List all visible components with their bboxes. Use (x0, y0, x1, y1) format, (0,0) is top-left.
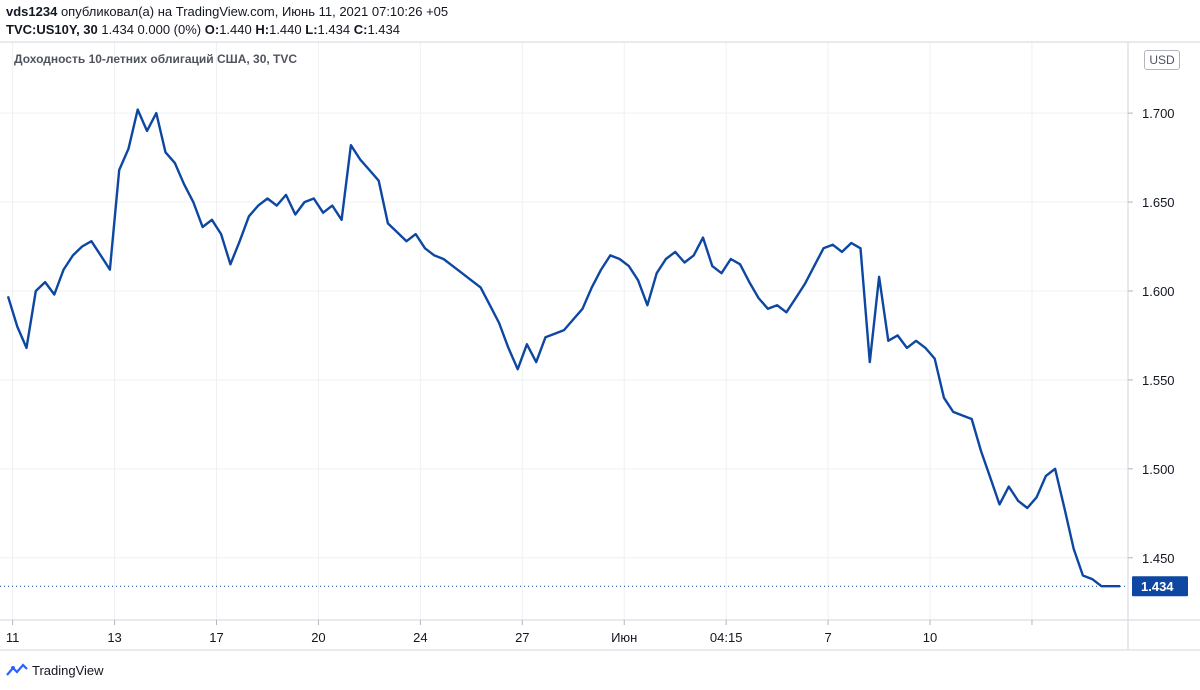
quote-line: TVC:US10Y, 30 1.434 0.000 (0%) O:1.440 H… (6, 22, 400, 37)
x-tick-label: 13 (107, 630, 121, 645)
y-tick-label: 1.450 (1142, 551, 1175, 566)
low-value: 1.434 (317, 22, 351, 37)
close-value: 1.434 (367, 22, 400, 37)
y-tick-label: 1.500 (1142, 462, 1175, 477)
x-tick-label: 7 (824, 630, 831, 645)
open-value: 1.440 (219, 22, 252, 37)
x-tick-label: 20 (311, 630, 325, 645)
x-tick-label: 04:15 (710, 630, 743, 645)
high-value: 1.440 (269, 22, 302, 37)
low-label: L: (305, 22, 318, 37)
tradingview-brand[interactable]: TradingView (6, 662, 104, 678)
yield-series (6, 108, 1120, 588)
high-label: H: (255, 22, 270, 37)
x-tick-label: 17 (209, 630, 223, 645)
y-tick-label: 1.550 (1142, 373, 1175, 388)
chart-legend-title[interactable]: Доходность 10-летних облигаций США, 30, … (14, 52, 298, 66)
publish-info: vds1234 опубликовал(а) на TradingView.co… (6, 4, 448, 19)
publish-text: опубликовал(а) на TradingView.com, Июнь … (60, 4, 449, 19)
symbol-label: TVC:US10Y, 30 (6, 22, 98, 37)
x-tick-label: 27 (515, 630, 529, 645)
x-tick-label: 24 (413, 630, 427, 645)
time-axis[interactable]: 11 13 17 20 24 27 Июн 04:15 7 10 (6, 620, 1033, 645)
x-tick-label: 11 (6, 630, 20, 645)
price-axis[interactable]: 1.450 1.500 1.550 1.600 1.650 1.700 (1128, 106, 1175, 566)
brand-name: TradingView (32, 662, 104, 678)
last-price-tag (1132, 576, 1188, 597)
close-label: C: (353, 22, 368, 37)
y-tick-label: 1.650 (1142, 195, 1175, 210)
open-label: O: (204, 22, 220, 37)
chart-background (0, 42, 1200, 650)
tradingview-logo-icon (6, 663, 28, 676)
last-price-label: 1.434 (1141, 579, 1174, 594)
y-tick-label: 1.700 (1142, 106, 1175, 121)
author-name[interactable]: vds1234 (6, 4, 58, 19)
y-tick-label: 1.600 (1142, 284, 1175, 299)
currency-button[interactable]: USD (1144, 50, 1180, 70)
x-tick-label: 10 (923, 630, 937, 645)
series-line (6, 108, 1120, 588)
x-tick-label: Июн (611, 630, 637, 645)
quote-value: 1.434 0.000 (0%) (101, 22, 202, 37)
